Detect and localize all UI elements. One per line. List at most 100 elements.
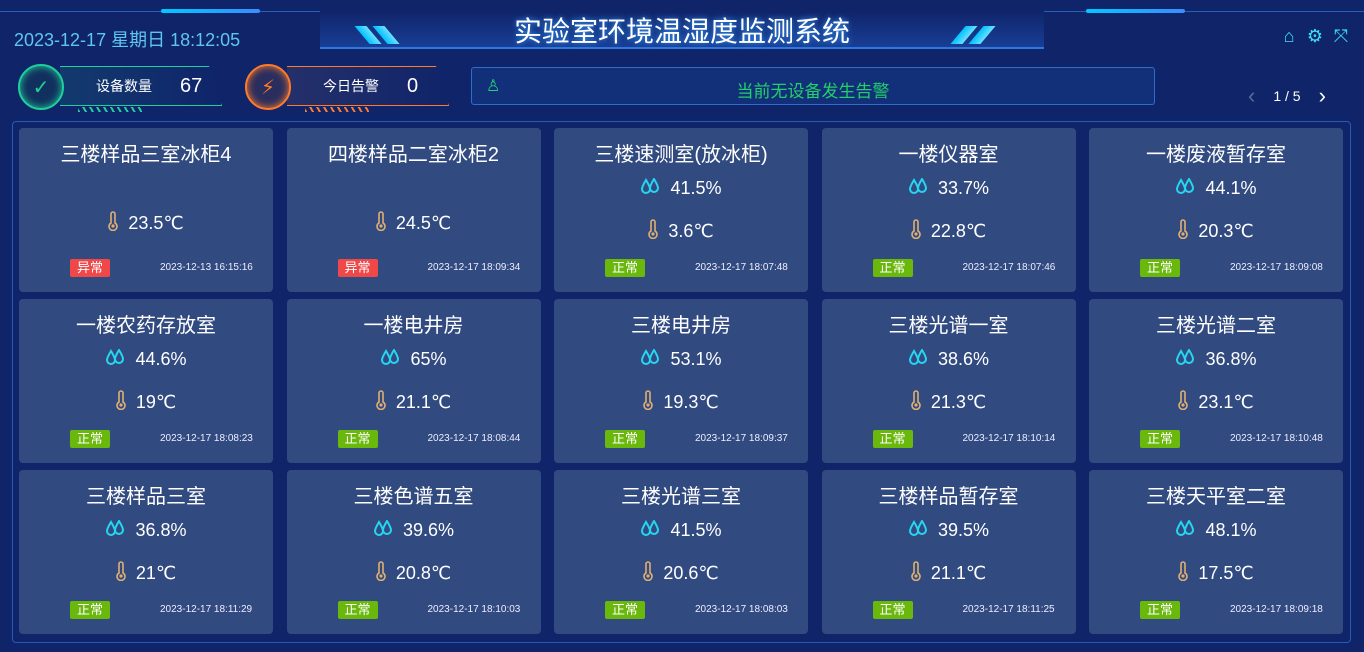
humidity-row: 39.5% [822,519,1076,541]
alarm-text: 当前无设备发生告警 [736,82,890,101]
device-card[interactable]: 一楼废液暂存室 44.1% 20.3℃ 正常 2023-12-17 18:09:08 [1089,128,1343,292]
prev-page-button[interactable]: ‹ [1248,83,1256,108]
status-badge: 正常 [605,259,645,277]
page-title: 实验室环境温湿度监测系统 [513,16,850,47]
humidity-value: 44.6% [135,349,187,369]
temperature-value: 23.1℃ [1198,392,1254,412]
thermometer-icon [376,390,386,415]
temperature-row: 21.1℃ [287,390,541,415]
next-page-button[interactable]: › [1318,83,1326,108]
temperature-value: 21.1℃ [930,563,987,583]
humidity-row: 39.6% [287,519,541,541]
status-badge: 异常 [337,259,378,277]
humidity-value: 38.6% [937,349,990,369]
device-card[interactable]: 三楼样品暂存室 39.5% 21.1℃ 正常 2023-12-17 18:11:25 [821,470,1076,634]
thermometer-icon [376,561,386,586]
home-icon[interactable]: ⌂ [1283,26,1295,46]
humidity-drops-icon [380,348,400,370]
update-time: 2023-12-17 18:10:03 [427,604,521,615]
update-time: 2023-12-17 18:11:25 [962,604,1055,615]
temperature-value: 21.1℃ [395,392,452,412]
update-time: 2023-12-17 18:07:48 [695,262,788,273]
alarm-light-icon: ♙ [486,78,501,95]
device-card[interactable]: 三楼光谱二室 36.8% 23.1℃ 正常 2023-12-17 18:10:48 [1089,299,1343,463]
page-indicator: 1 / 5 [1273,88,1301,104]
header-glow [1086,9,1185,13]
device-card[interactable]: 三楼光谱三室 41.5% 20.6℃ 正常 2023-12-17 18:08:03 [554,470,808,634]
stat-box: 今日告警 0 [287,66,449,106]
stat-label: 设备数量 [96,78,152,94]
device-name: 四楼样品二室冰柜2 [327,144,500,166]
device-card[interactable]: 一楼农药存放室 44.6% 19℃ 正常 2023-12-17 18:08:23 [19,299,273,463]
thermometer-icon [911,219,921,244]
device-grid: 三楼样品三室冰柜4 23.5℃ 异常 2023-12-13 16:15:16 四楼样品二… [12,121,1351,643]
device-name: 三楼样品暂存室 [878,486,1019,508]
update-time: 2023-12-17 18:09:18 [1230,604,1323,615]
title-bar-decoration [320,11,1044,49]
temperature-row: 17.5℃ [1089,561,1343,586]
humidity-row: 53.1% [554,348,808,370]
status-badge: 正常 [872,430,913,448]
device-name: 三楼天平室二室 [1146,486,1286,508]
datetime: 2023-12-17 星期日 18:12:05 [14,30,241,50]
temperature-value: 20.3℃ [1198,221,1254,241]
device-name: 三楼速测室(放冰柜) [594,144,768,166]
device-name: 一楼电井房 [363,315,464,337]
temperature-row: 23.5℃ [19,211,273,236]
thermometer-icon [643,561,654,586]
temperature-value: 20.6℃ [663,563,719,583]
temperature-row: 3.6℃ [554,219,808,244]
humidity-value: 39.5% [937,520,990,540]
fullscreen-icon[interactable]: ⤧ [1333,26,1349,46]
status-badge: 正常 [70,601,110,619]
humidity-row: 44.1% [1089,177,1343,199]
gear-icon[interactable]: ⚙ [1306,26,1324,46]
device-card[interactable]: 三楼天平室二室 48.1% 17.5℃ 正常 2023-12-17 18:09:18 [1089,470,1343,634]
device-card[interactable]: 三楼电井房 53.1% 19.3℃ 正常 2023-12-17 18:09:37 [554,299,808,463]
humidity-row: 36.8% [1089,348,1343,370]
device-card[interactable]: 三楼速测室(放冰柜) 41.5% 3.6℃ 正常 2023-12-17 18:07:48 [554,128,808,292]
device-name: 三楼样品三室冰柜4 [60,144,232,166]
temperature-row: 22.8℃ [822,219,1076,244]
thermometer-icon [116,561,126,586]
device-card[interactable]: 一楼电井房 65% 21.1℃ 正常 2023-12-17 18:08:44 [286,299,541,463]
status-badge: 正常 [337,430,378,448]
humidity-value: 41.5% [670,520,722,540]
temperature-value: 21.3℃ [930,392,987,412]
temperature-row: 20.3℃ [1089,219,1343,244]
temperature-row: 23.1℃ [1089,390,1343,415]
update-time: 2023-12-17 18:09:34 [427,262,521,273]
device-name: 一楼废液暂存室 [1146,144,1286,166]
humidity-drops-icon [1175,177,1195,199]
device-card[interactable]: 三楼样品三室 36.8% 21℃ 正常 2023-12-17 18:11:29 [19,470,273,634]
temperature-row: 20.8℃ [287,561,541,586]
device-card[interactable]: 三楼光谱一室 38.6% 21.3℃ 正常 2023-12-17 18:10:14 [821,299,1076,463]
update-time: 2023-12-17 18:10:14 [962,433,1056,444]
update-time: 2023-12-17 18:08:03 [695,604,788,615]
temperature-value: 17.5℃ [1198,563,1254,583]
humidity-value: 53.1% [670,349,722,369]
humidity-value: 48.1% [1205,520,1257,540]
thermometer-icon [1178,390,1189,415]
humidity-row: 36.8% [19,519,273,541]
humidity-drops-icon [908,177,928,199]
humidity-drops-icon [640,348,660,370]
device-card[interactable]: 三楼色谱五室 39.6% 20.8℃ 正常 2023-12-17 18:10:03 [286,470,541,634]
temperature-value: 21℃ [135,563,177,583]
update-time: 2023-12-13 16:15:16 [160,262,253,273]
humidity-value: 41.5% [670,178,722,198]
device-name: 一楼仪器室 [898,144,999,166]
device-name: 三楼光谱三室 [621,486,741,508]
device-card[interactable]: 四楼样品二室冰柜2 24.5℃ 异常 2023-12-17 18:09:34 [286,128,541,292]
device-card[interactable]: 三楼样品三室冰柜4 23.5℃ 异常 2023-12-13 16:15:16 [19,128,273,292]
device-name: 三楼光谱一室 [888,315,1009,337]
humidity-value: 36.8% [135,520,187,540]
humidity-drops-icon [1175,348,1195,370]
device-name: 三楼光谱二室 [1156,315,1276,337]
status-badge: 正常 [337,601,378,619]
humidity-row: 41.5% [554,519,808,541]
update-time: 2023-12-17 18:08:44 [427,433,521,444]
alarm-banner: ♙ 当前无设备发生告警 [471,67,1155,105]
status-badge: 正常 [1140,430,1180,448]
device-card[interactable]: 一楼仪器室 33.7% 22.8℃ 正常 2023-12-17 18:07:46 [821,128,1076,292]
